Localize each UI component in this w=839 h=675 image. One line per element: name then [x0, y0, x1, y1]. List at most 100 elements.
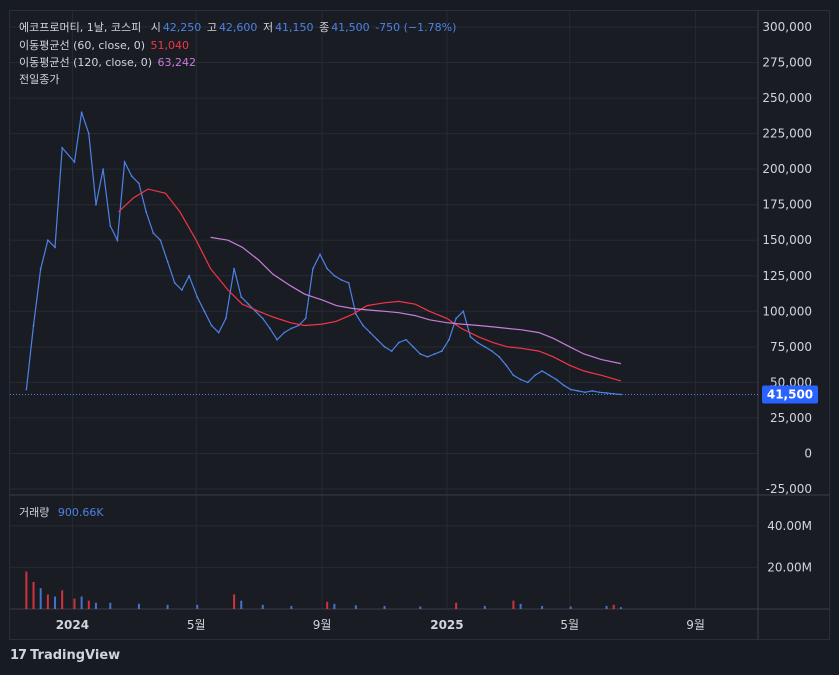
price-point — [304, 317, 307, 320]
symbol-title[interactable]: 에코프로머티, 1날, 코스피 — [19, 21, 142, 34]
volume-bar — [39, 588, 42, 609]
volume-bar — [619, 607, 622, 609]
price-point — [505, 364, 508, 367]
volume-bar — [94, 602, 97, 609]
ma60-label: 이동평균선 (60, close, 0) — [19, 39, 145, 52]
price-point — [569, 388, 572, 391]
price-point — [181, 289, 183, 291]
ma120-legend[interactable]: 이동평균선 (120, close, 0) 63,242 — [19, 54, 198, 70]
ma60-legend[interactable]: 이동평균선 (60, close, 0) 51,040 — [19, 37, 191, 53]
volume-bar — [261, 604, 264, 609]
price-point — [39, 267, 42, 270]
price-point — [491, 350, 493, 353]
price-point — [440, 350, 443, 353]
price-point — [247, 303, 250, 306]
time-tick-label: 2024 — [56, 618, 89, 632]
prev-close-legend[interactable]: 전일종가 — [19, 71, 61, 87]
volume-value: 900.66K — [57, 506, 104, 519]
chart-canvas[interactable]: 300,000 275,000 250,000 225,000 200,000 175,0… — [10, 11, 829, 639]
tradingview-text: TradingView — [30, 648, 121, 663]
price-tick-label: 225,000 — [762, 127, 812, 141]
ma120-line — [210, 236, 622, 365]
price-point — [498, 355, 501, 358]
volume-bar — [61, 590, 64, 609]
price-point — [541, 370, 543, 372]
tradingview-logo-icon: 17 — [10, 648, 27, 663]
price-point — [534, 374, 536, 377]
price-point — [225, 317, 227, 320]
price-point — [390, 350, 393, 353]
price-point — [605, 392, 608, 394]
price-point — [462, 310, 465, 313]
price-point — [233, 267, 235, 270]
low-label: 저 — [262, 21, 274, 34]
volume-bar — [419, 606, 422, 609]
price-tick-label: 100,000 — [762, 304, 812, 318]
price-point — [61, 146, 64, 149]
price-point — [419, 353, 422, 355]
price-point — [548, 374, 551, 377]
price-point — [123, 161, 126, 163]
change-value: -750 (−1.78%) — [375, 21, 457, 34]
volume-bar — [87, 600, 90, 609]
price-point — [397, 341, 400, 344]
volume-legend[interactable]: 거래량 900.66K — [19, 504, 106, 520]
price-point — [362, 324, 364, 327]
price-point — [102, 168, 105, 171]
volume-tick-label: 20.00M — [767, 560, 812, 574]
price-point — [311, 267, 314, 270]
axis-layer: 300,000 275,000 250,000 225,000 200,000 175,0… — [56, 20, 818, 632]
close-label: 종 — [319, 21, 330, 34]
price-point — [138, 182, 140, 185]
volume-bar — [196, 604, 199, 609]
price-point — [405, 338, 407, 341]
volume-bar — [519, 603, 522, 609]
price-point — [319, 253, 321, 256]
volume-bar — [333, 603, 336, 609]
price-point — [376, 338, 379, 341]
price-point — [283, 331, 286, 334]
volume-bar — [54, 596, 57, 609]
price-point — [46, 239, 49, 242]
price-point — [109, 225, 112, 227]
time-tick-label: 5월 — [560, 618, 579, 632]
volume-bar — [137, 603, 140, 609]
chart-frame[interactable]: 300,000 275,000 250,000 225,000 200,000 175,0… — [9, 10, 830, 640]
volume-bar — [383, 605, 386, 609]
high-label: 고 — [206, 21, 217, 34]
time-tick-label: 5월 — [187, 618, 206, 632]
price-point — [297, 324, 300, 327]
time-tick-label: 9월 — [686, 618, 705, 632]
volume-label: 거래량 — [19, 506, 50, 519]
volume-layer — [25, 571, 622, 609]
price-point — [591, 390, 594, 392]
volume-bar — [46, 594, 49, 609]
prev-close-label: 전일종가 — [19, 73, 60, 86]
price-point — [354, 313, 357, 316]
volume-tick-label: 40.00M — [767, 519, 812, 533]
volume-bar — [483, 605, 486, 609]
price-point — [555, 378, 558, 381]
price-point — [448, 338, 450, 341]
price-point — [269, 327, 271, 330]
price-point — [290, 327, 293, 330]
price-point — [433, 353, 436, 355]
ma60-line — [118, 188, 622, 382]
last-price-badge-text: 41,500 — [767, 387, 813, 401]
tradingview-watermark[interactable]: 17 TradingView — [10, 648, 120, 663]
price-point — [240, 296, 243, 298]
price-point — [188, 274, 190, 277]
series-layer — [10, 111, 758, 396]
close-value: 41,500 — [331, 21, 370, 34]
volume-bar — [32, 581, 35, 609]
price-point — [25, 388, 28, 391]
price-point — [54, 246, 56, 249]
volume-bar — [233, 594, 236, 609]
volume-bar — [25, 571, 28, 609]
price-point — [483, 345, 486, 348]
price-point — [166, 260, 169, 263]
price-point — [276, 338, 278, 341]
price-point — [340, 279, 343, 281]
price-point — [383, 345, 386, 348]
ma120-value: 63,242 — [157, 56, 197, 69]
